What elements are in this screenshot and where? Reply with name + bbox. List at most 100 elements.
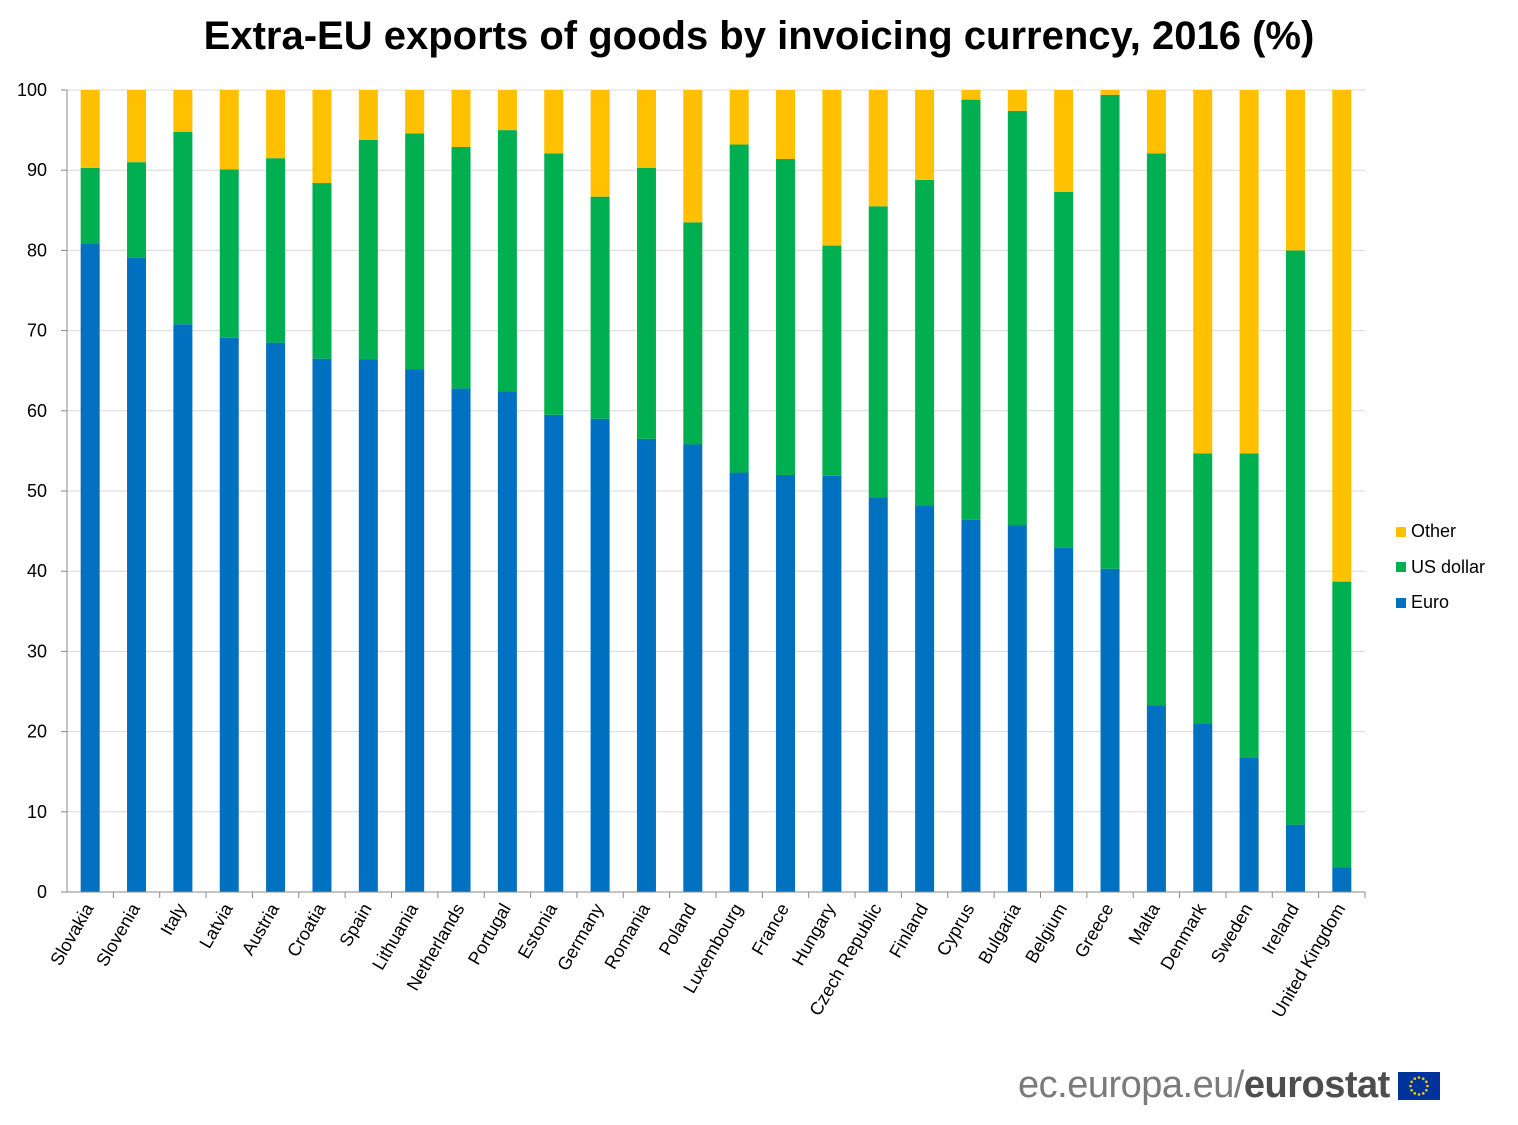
x-tick-label: Bulgaria: [974, 899, 1025, 967]
bar-euro: [1193, 723, 1213, 892]
bar-other: [1193, 90, 1213, 454]
bar-us-dollar: [729, 144, 749, 473]
bar-other: [961, 90, 981, 100]
bar-us-dollar: [219, 169, 239, 338]
legend-swatch-euro: [1396, 597, 1406, 608]
bar-other: [1007, 90, 1027, 111]
flag-star: [1417, 1075, 1421, 1079]
bar-us-dollar: [776, 158, 796, 475]
bar-other: [636, 90, 656, 168]
bar-us-dollar: [1285, 250, 1305, 825]
x-tick-label: Cyprus: [933, 900, 979, 959]
bar-us-dollar: [1100, 94, 1120, 569]
bar-us-dollar: [1007, 110, 1027, 526]
bar-us-dollar: [636, 167, 656, 439]
bar-euro: [1285, 824, 1305, 892]
x-tick-label: Belgium: [1021, 900, 1071, 966]
x-tick-label: Portugal: [464, 900, 515, 968]
bar-us-dollar: [822, 245, 842, 476]
x-tick-label: Malta: [1125, 899, 1165, 948]
y-tick-label: 70: [27, 321, 47, 341]
x-tick-label: Romania: [601, 899, 655, 972]
bar-us-dollar: [1239, 453, 1259, 758]
bar-euro: [127, 257, 147, 892]
bar-other: [590, 90, 610, 197]
flag-star: [1426, 1084, 1429, 1087]
bar-euro: [312, 358, 332, 892]
bar-other: [915, 90, 935, 180]
bar-euro: [80, 243, 100, 892]
bar-us-dollar: [1332, 581, 1352, 868]
bar-euro: [1100, 568, 1120, 892]
bar-other: [266, 90, 286, 159]
footer-branding: ec.europa.eu/ eurostat: [1018, 1064, 1440, 1107]
x-tick-label: Italy: [157, 900, 191, 939]
bar-euro: [219, 337, 239, 892]
flag-star: [1413, 1076, 1416, 1080]
bar-us-dollar: [683, 222, 703, 445]
legend-label-us-dollar: US dollar: [1411, 556, 1486, 577]
x-tick-label: Germany: [553, 900, 607, 974]
bar-other: [776, 90, 796, 159]
legend-label-euro: Euro: [1411, 592, 1450, 613]
y-tick-label: 100: [17, 80, 47, 100]
bar-euro: [868, 497, 888, 892]
x-tick-label: Poland: [655, 900, 700, 959]
bar-other: [358, 90, 378, 140]
bar-other: [544, 90, 564, 154]
y-tick-label: 30: [27, 641, 47, 661]
bar-other: [1100, 90, 1120, 95]
flag-star: [1413, 1091, 1416, 1095]
bar-other: [1332, 90, 1352, 582]
bar-other: [683, 90, 703, 223]
flag-star: [1421, 1091, 1425, 1095]
bars: [80, 90, 1352, 893]
bar-euro: [776, 474, 796, 892]
bar-other: [1146, 90, 1166, 154]
bar-us-dollar: [80, 167, 100, 244]
bar-euro: [497, 391, 517, 892]
x-tick-label: Spain: [335, 900, 375, 950]
x-tick-label: Croatia: [283, 899, 330, 960]
chart-title: Extra-EU exports of goods by invoicing c…: [203, 14, 1315, 58]
bar-us-dollar: [358, 139, 378, 360]
bar-us-dollar: [868, 206, 888, 498]
gridlines: [67, 89, 1365, 813]
x-tick-label: Sweden: [1207, 900, 1257, 966]
bar-other: [80, 90, 100, 168]
legend-item-us-dollar: US dollar: [1396, 550, 1485, 586]
bar-euro: [1239, 757, 1259, 892]
x-tick-label: Latvia: [195, 899, 237, 951]
bar-euro: [173, 324, 193, 893]
flag-star: [1424, 1079, 1428, 1083]
bar-other: [312, 90, 332, 184]
bar-euro: [1332, 867, 1352, 892]
flag-star: [1409, 1084, 1412, 1087]
y-tick-label: 60: [27, 401, 47, 421]
bar-euro: [266, 342, 286, 892]
bar-other: [127, 90, 147, 163]
bar-us-dollar: [451, 146, 471, 389]
bar-other: [1285, 90, 1305, 251]
x-tick-label: Hungary: [788, 900, 839, 969]
y-tick-label: 80: [27, 240, 47, 260]
bar-us-dollar: [127, 162, 147, 258]
x-tick-label: Ireland: [1258, 900, 1303, 958]
bar-euro: [590, 418, 610, 892]
y-tick-label: 0: [37, 882, 47, 902]
y-tick-label: 90: [27, 160, 47, 180]
bar-euro: [822, 475, 842, 892]
bar-other: [497, 90, 517, 131]
footer-brand: eurostat: [1243, 1064, 1390, 1106]
bar-euro: [544, 414, 564, 892]
bar-euro: [451, 388, 471, 892]
x-tick-label: Estonia: [514, 899, 562, 962]
bar-euro: [636, 438, 656, 892]
flag-star: [1410, 1088, 1413, 1092]
bar-other: [219, 90, 239, 170]
bar-other: [451, 90, 471, 147]
bar-other: [822, 90, 842, 246]
y-tick-label: 20: [27, 722, 47, 742]
legend-item-euro: Euro: [1396, 585, 1485, 621]
